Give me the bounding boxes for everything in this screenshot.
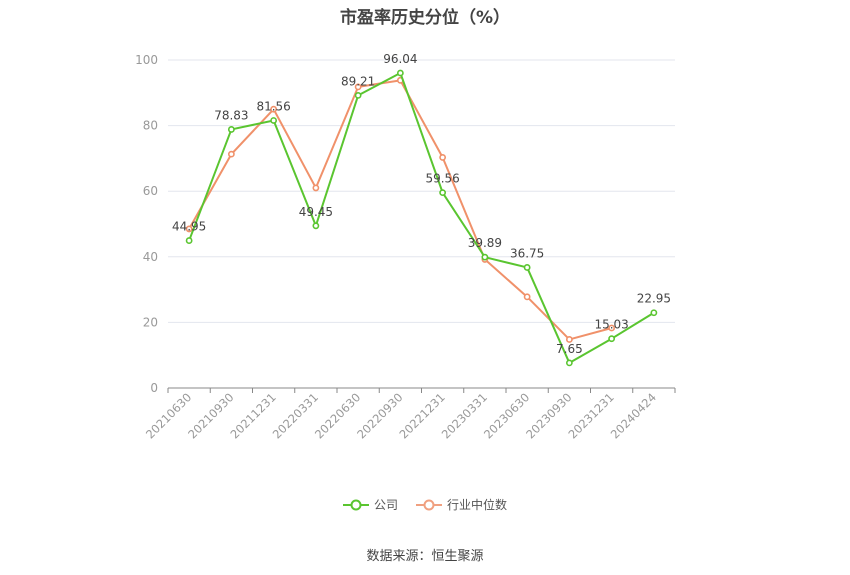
grid-lines bbox=[168, 59, 675, 323]
legend-item-company[interactable]: 公司 bbox=[342, 496, 398, 513]
x-axis: 2021063020210930202112312022033120220630… bbox=[143, 387, 676, 442]
data-point-company bbox=[650, 309, 658, 317]
data-label: 78.83 bbox=[214, 108, 248, 122]
data-point-company bbox=[396, 69, 404, 77]
data-point-industry bbox=[565, 336, 573, 343]
data-label: 89.21 bbox=[341, 74, 375, 88]
legend-item-industry[interactable]: 行业中位数 bbox=[416, 496, 507, 513]
line-chart: 0 20 40 60 80 100 202106302021093020211231202… bbox=[135, 52, 676, 442]
data-label: 7.65 bbox=[556, 342, 583, 356]
data-point-industry bbox=[439, 154, 447, 161]
y-tick-label: 0 bbox=[150, 381, 158, 395]
data-label: 49.45 bbox=[299, 205, 333, 219]
data-label: 36.75 bbox=[510, 246, 544, 260]
data-point-industry bbox=[608, 324, 616, 332]
data-point-industry bbox=[523, 293, 531, 301]
data-point-company bbox=[354, 91, 362, 99]
data-point-company bbox=[481, 253, 489, 261]
series-lines bbox=[185, 69, 658, 367]
y-tick-label: 100 bbox=[135, 53, 158, 67]
data-labels: 44.95 78.83 81.56 49.45 89.21 96.04 59.56 39.89… bbox=[172, 52, 671, 356]
data-point-industry bbox=[312, 184, 320, 192]
legend-label-company: 公司 bbox=[373, 498, 398, 512]
data-source: 数据来源：恒生聚源 bbox=[366, 549, 484, 564]
data-point-company bbox=[565, 359, 573, 367]
data-point-company bbox=[439, 189, 447, 197]
data-point-industry bbox=[185, 225, 193, 233]
data-point-company bbox=[312, 222, 320, 230]
data-point-company bbox=[227, 126, 235, 133]
data-label: 81.56 bbox=[256, 99, 290, 113]
data-point-company bbox=[270, 117, 278, 124]
y-tick-label: 60 bbox=[143, 184, 158, 198]
data-label: 39.89 bbox=[468, 236, 502, 250]
legend: 公司 行业中位数 bbox=[0, 496, 850, 513]
y-tick-label: 40 bbox=[143, 250, 158, 264]
x-tick-label: 20240424 bbox=[608, 390, 659, 441]
data-point-industry bbox=[227, 150, 235, 158]
data-point-company bbox=[185, 237, 193, 244]
data-label: 96.04 bbox=[383, 52, 417, 66]
legend-label-industry: 行业中位数 bbox=[447, 498, 508, 512]
data-label: 22.95 bbox=[637, 292, 671, 306]
y-tick-label: 20 bbox=[143, 315, 158, 329]
data-label: 44.95 bbox=[172, 220, 206, 234]
y-axis-ticks: 0 20 40 60 80 100 bbox=[135, 53, 158, 395]
data-point-company bbox=[608, 335, 616, 343]
data-label: 59.56 bbox=[425, 172, 459, 186]
legend-marker-industry-icon bbox=[416, 499, 442, 510]
series-line-company bbox=[188, 71, 655, 364]
data-point-industry bbox=[354, 83, 362, 91]
data-label: 15.03 bbox=[594, 318, 628, 332]
data-point-company bbox=[523, 264, 531, 271]
chart-title: 市盈率历史分位（%） bbox=[339, 8, 511, 28]
y-tick-label: 80 bbox=[143, 119, 158, 133]
data-point-industry bbox=[270, 105, 278, 113]
series-line-industry bbox=[188, 79, 612, 341]
legend-marker-company-icon bbox=[342, 499, 369, 510]
